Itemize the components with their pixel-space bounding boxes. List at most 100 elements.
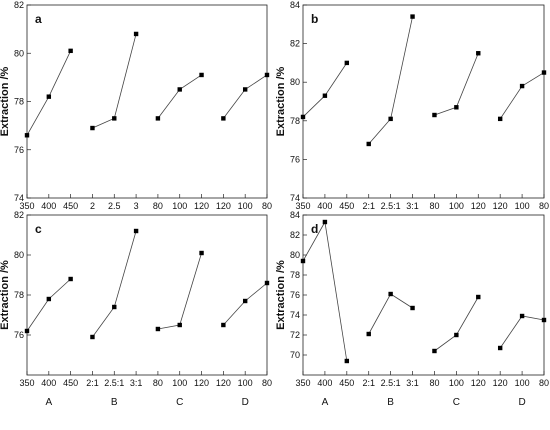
data-point bbox=[68, 276, 73, 282]
data-point bbox=[177, 87, 182, 92]
x-tick-label: 350 bbox=[295, 201, 310, 211]
plot-frame bbox=[26, 4, 268, 199]
category-label: C bbox=[453, 397, 460, 408]
x-tick-label: 2:1 bbox=[362, 201, 375, 211]
panel-label: b bbox=[311, 12, 318, 26]
x-tick-label: 120 bbox=[493, 378, 508, 388]
x-tick-label: 120 bbox=[194, 378, 209, 388]
x-tick-label: 120 bbox=[471, 378, 486, 388]
data-point bbox=[410, 14, 415, 19]
data-point bbox=[112, 304, 117, 310]
data-point bbox=[300, 258, 306, 264]
x-tick-label: 100 bbox=[172, 378, 187, 388]
data-point bbox=[155, 116, 161, 121]
x-tick-label: 80 bbox=[429, 378, 439, 388]
x-tick-label: 3:1 bbox=[406, 201, 419, 211]
category-label: D bbox=[242, 397, 249, 408]
x-tick-label: 3 bbox=[134, 201, 139, 211]
y-tick-label: 84 bbox=[290, 0, 300, 10]
data-point bbox=[541, 317, 547, 323]
y-tick-label: 80 bbox=[290, 77, 300, 87]
x-tick-label: 350 bbox=[19, 201, 34, 211]
x-tick-label: 80 bbox=[153, 201, 163, 211]
series-line bbox=[302, 62, 348, 118]
plot-frame bbox=[26, 214, 268, 376]
panel-label: d bbox=[311, 222, 318, 236]
y-tick-label: 80 bbox=[14, 48, 24, 58]
y-tick-label: 82 bbox=[290, 230, 300, 240]
data-point bbox=[46, 94, 52, 99]
series-line bbox=[368, 16, 413, 145]
chart-panel-a: 74 76 78 80 82 350 400 450 2 2.5 3 80 100 120 120 100 80… bbox=[0, 0, 272, 211]
plot-frame bbox=[302, 214, 545, 376]
series-line bbox=[157, 74, 202, 119]
data-point bbox=[112, 116, 117, 121]
x-tick-label: 80 bbox=[539, 378, 549, 388]
data-point bbox=[410, 305, 415, 311]
x-tick-label: 120 bbox=[216, 378, 231, 388]
data-point bbox=[46, 296, 52, 302]
x-tick-label: 350 bbox=[295, 378, 310, 388]
series-line bbox=[26, 50, 71, 136]
y-axis-label: Extraction /% bbox=[275, 66, 287, 136]
category-label: B bbox=[387, 397, 394, 408]
category-label: C bbox=[176, 397, 183, 408]
x-tick-label: 2.5 bbox=[108, 201, 121, 211]
x-tick-label: 100 bbox=[515, 201, 530, 211]
x-tick-label: 3:1 bbox=[406, 378, 419, 388]
x-tick-label: 120 bbox=[216, 201, 231, 211]
data-point bbox=[432, 112, 437, 118]
series-line bbox=[499, 72, 545, 120]
x-tick-label: 2:1 bbox=[362, 378, 375, 388]
x-tick-label: 2:1 bbox=[86, 378, 99, 388]
data-point bbox=[432, 348, 437, 354]
data-point bbox=[366, 141, 371, 147]
y-tick-label: 76 bbox=[14, 330, 24, 340]
panel-label: c bbox=[35, 222, 42, 236]
y-tick-label: 78 bbox=[14, 290, 24, 300]
chart-panel-d: 70 72 74 76 78 80 82 84 350 400 450 2:1 2.5:1 3:1 80 10… bbox=[275, 210, 549, 408]
y-tick-label: 82 bbox=[14, 210, 24, 220]
x-tick-label: 400 bbox=[41, 201, 56, 211]
series-line bbox=[302, 220, 348, 362]
series-line bbox=[157, 252, 202, 330]
y-tick-label: 78 bbox=[290, 116, 300, 126]
x-tick-label: 350 bbox=[19, 378, 34, 388]
data-point bbox=[388, 116, 393, 122]
y-tick-label: 80 bbox=[14, 250, 24, 260]
series-line bbox=[434, 296, 479, 352]
x-tick-label: 450 bbox=[63, 201, 78, 211]
x-tick-label: 100 bbox=[449, 201, 464, 211]
y-tick-label: 84 bbox=[290, 210, 300, 220]
y-axis-label: Extraction /% bbox=[275, 260, 287, 330]
x-tick-label: 100 bbox=[238, 378, 253, 388]
chart-panel-c: 76 78 80 82 350 400 450 2:1 2.5:1 3:1 80 100 120 120 1… bbox=[0, 210, 272, 408]
data-point bbox=[199, 250, 204, 256]
x-tick-label: 80 bbox=[429, 201, 439, 211]
x-tick-label: 2.5:1 bbox=[381, 201, 401, 211]
y-tick-label: 76 bbox=[290, 154, 300, 164]
data-point bbox=[541, 70, 547, 75]
data-point bbox=[221, 116, 226, 121]
data-point bbox=[344, 60, 350, 66]
data-point bbox=[90, 334, 95, 340]
data-point bbox=[221, 322, 226, 328]
x-tick-label: 2 bbox=[90, 201, 95, 211]
data-point bbox=[133, 228, 139, 234]
chart-panel-b: 74 76 78 80 82 84 350 400 450 2:1 2.5:1 3:1 80 100 120… bbox=[275, 0, 549, 211]
category-label: B bbox=[111, 397, 118, 408]
x-tick-label: 100 bbox=[172, 201, 187, 211]
x-tick-label: 400 bbox=[317, 201, 332, 211]
y-tick-label: 74 bbox=[290, 193, 300, 203]
series-line bbox=[92, 33, 137, 129]
data-point bbox=[519, 83, 525, 89]
data-point bbox=[366, 331, 371, 337]
panel-label: a bbox=[35, 12, 42, 26]
data-point bbox=[90, 125, 95, 131]
x-tick-label: 80 bbox=[262, 201, 272, 211]
data-point bbox=[497, 116, 503, 122]
y-tick-label: 76 bbox=[290, 290, 300, 300]
x-tick-label: 100 bbox=[238, 201, 253, 211]
y-tick-label: 78 bbox=[14, 97, 24, 107]
